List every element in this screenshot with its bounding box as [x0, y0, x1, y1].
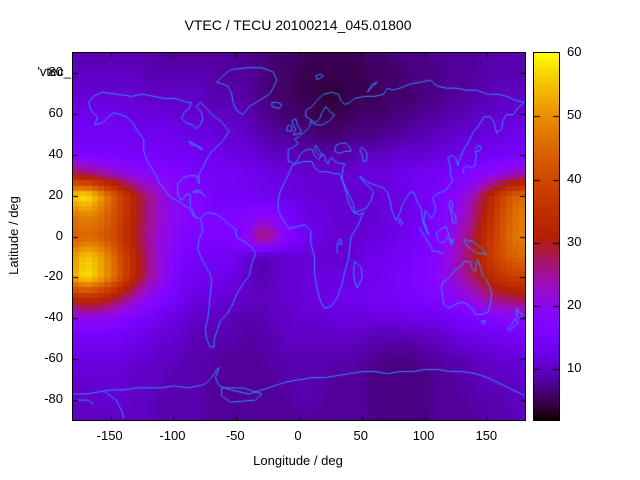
x-tick-label: -150: [96, 428, 123, 443]
x-tick-label: 100: [412, 428, 435, 443]
y-tick-label: 20: [48, 186, 63, 202]
x-tick-label: 50: [353, 428, 368, 443]
colorbar-tick-label: 60: [567, 44, 582, 59]
x-tick-label: 150: [475, 428, 498, 443]
y-tick-label: -20: [44, 268, 63, 284]
colorbar-tick-label: 10: [567, 360, 582, 376]
colorbar: [533, 52, 560, 421]
colorbar-tick-label: 30: [567, 233, 582, 249]
x-tick-label: -100: [159, 428, 186, 443]
colorbar-canvas: [534, 53, 559, 420]
y-tick-label: 80: [48, 64, 63, 80]
x-tick-label: 0: [294, 428, 302, 443]
colorbar-tick-label: 20: [567, 297, 582, 313]
plot-area: [72, 52, 526, 421]
colorbar-tick-label: 50: [567, 107, 582, 123]
x-axis-label: Longitude / deg: [253, 453, 343, 468]
colorbar-tick-label: 40: [567, 170, 582, 186]
heatmap-canvas: [73, 53, 525, 420]
y-tick-label: -40: [44, 309, 63, 325]
key-label: 'vtec_: [37, 64, 71, 79]
x-tick-label: -50: [225, 428, 245, 443]
y-tick-label: 0: [55, 227, 63, 243]
y-tick-label: 60: [48, 105, 63, 121]
chart-title: VTEC / TECU 20100214_045.01800: [184, 17, 412, 33]
y-tick-label: -80: [44, 390, 63, 406]
y-tick-label: 40: [48, 145, 63, 161]
y-tick-label: -60: [44, 349, 63, 365]
